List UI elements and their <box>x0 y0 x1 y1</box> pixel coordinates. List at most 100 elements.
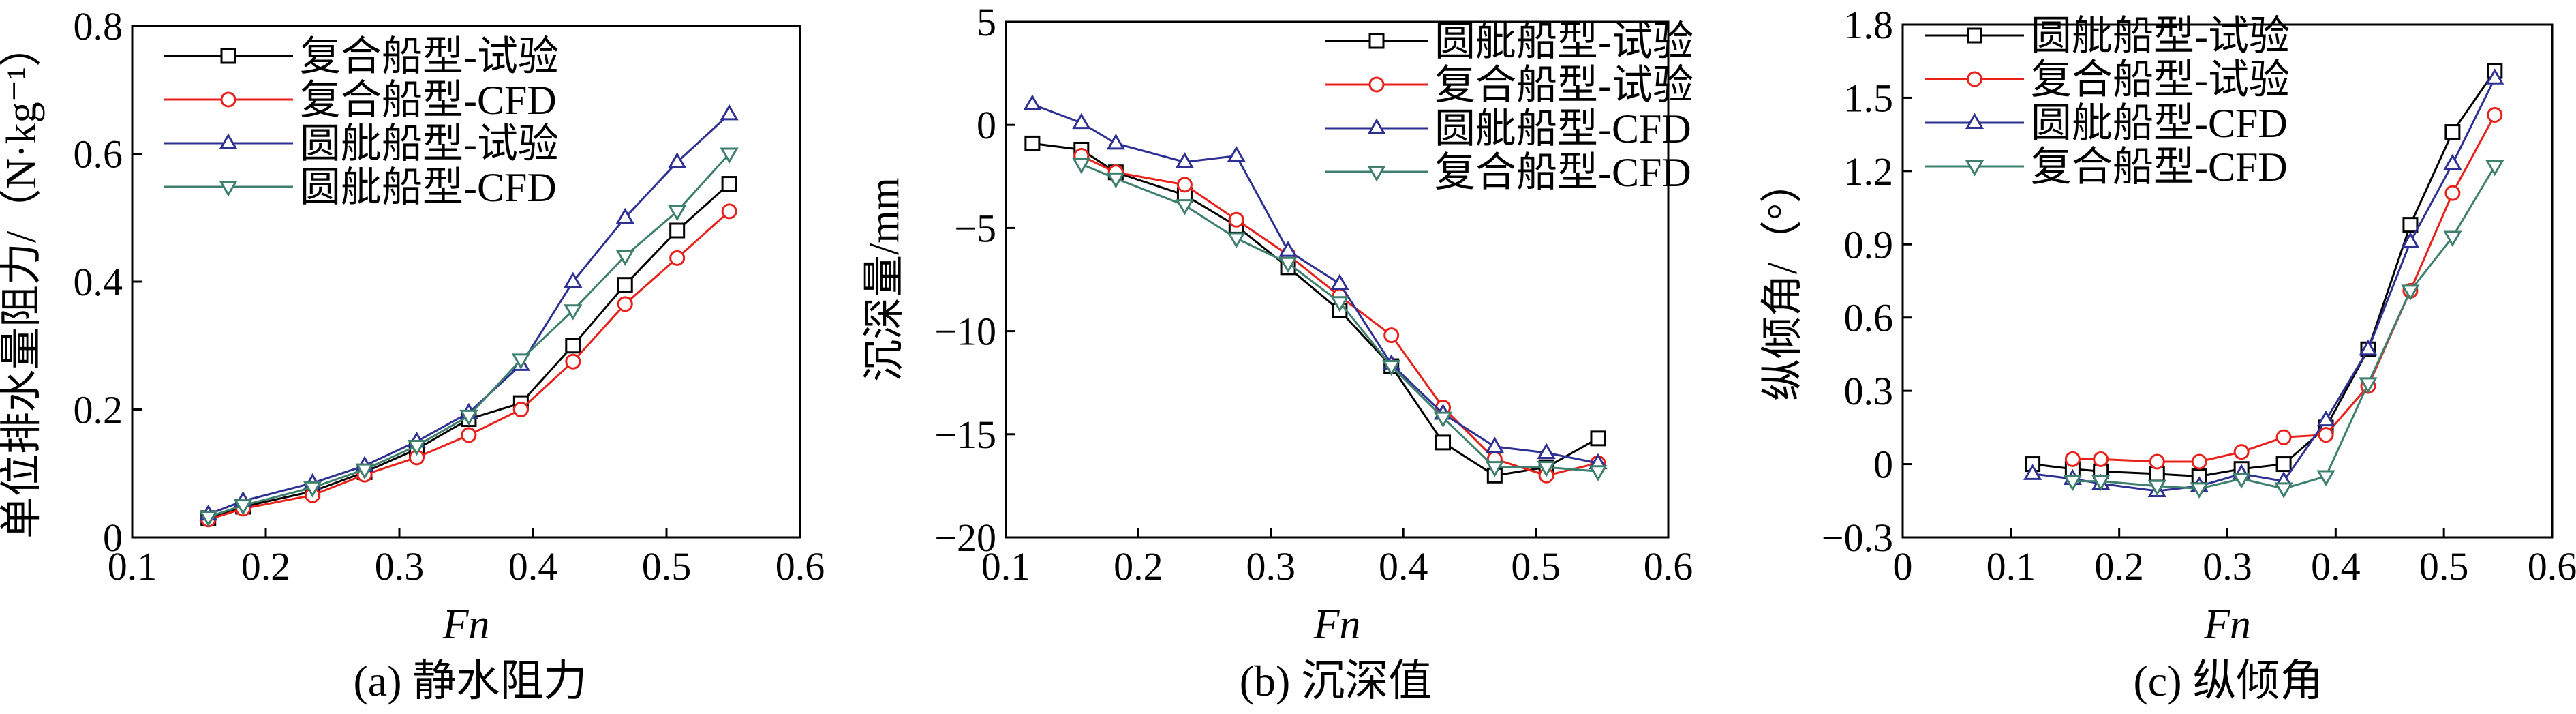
data-point <box>2444 124 2461 140</box>
x-tick-label: 0.5 <box>642 544 692 589</box>
data-point <box>1485 461 1504 477</box>
data-point <box>2275 429 2292 445</box>
data-point <box>2359 339 2378 356</box>
data-point <box>1176 177 1193 193</box>
legend-marker <box>219 181 238 197</box>
data-point <box>512 402 529 417</box>
legend-label: 圆舭船型-试验 <box>1435 19 1693 64</box>
data-point <box>564 271 583 288</box>
y-tick-label: 0 <box>1873 443 1893 487</box>
data-point <box>2232 473 2251 489</box>
data-point <box>2275 456 2292 473</box>
panel-caption: (c) 纵倾角 <box>2133 657 2323 705</box>
legend-marker <box>1967 71 1982 87</box>
panel-static-resistance: 0.1 0.2 0.3 0.4 0.5 0.6 0 0.2 0.4 0.6 0.8 Fn 单位排水量阻力… <box>0 4 825 705</box>
y-tick-label: 1.2 <box>1844 149 1894 194</box>
y-axis-title: 单位排水量阻力/（N·kg⁻¹） <box>0 25 45 539</box>
legend-label: 复合船型-试验 <box>1435 63 1693 108</box>
y-tick-label: −0.3 <box>1822 516 1893 560</box>
data-point <box>2023 464 2042 480</box>
series-line <box>1032 103 1599 464</box>
y-tick-label: 0.6 <box>1844 296 1894 340</box>
data-point <box>2443 153 2462 170</box>
legend-label: 圆舭船型-CFD <box>1435 106 1691 151</box>
legend-label: 圆舭船型-CFD <box>2031 101 2288 146</box>
data-point <box>1228 211 1244 228</box>
plot-frame <box>1005 20 1670 539</box>
legend-marker <box>1965 160 1984 177</box>
data-point <box>721 203 737 220</box>
x-tick-label: 0.3 <box>375 544 425 589</box>
legend-label: 圆舭船型-CFD <box>300 165 557 210</box>
y-axis-title: 沉深量/mm <box>861 177 908 382</box>
data-point <box>2401 232 2420 248</box>
panel-trim-angle: 0 0.1 0.2 0.3 0.4 0.5 0.6−0.300.30.60.91.21.51… <box>1760 3 2576 705</box>
panel-caption: (a) 静水阻力 <box>353 657 587 705</box>
data-point <box>615 207 634 224</box>
data-point <box>2274 482 2293 499</box>
data-point <box>2316 410 2335 427</box>
data-point <box>721 176 737 192</box>
legend-label: 复合船型-试验 <box>300 34 559 79</box>
legend-marker <box>1967 27 1982 44</box>
data-point <box>1175 199 1195 215</box>
y-tick-label: 0.8 <box>74 4 123 48</box>
data-point <box>2064 451 2081 467</box>
y-tick-label: 0 <box>103 516 123 560</box>
data-point <box>1330 296 1349 312</box>
data-point <box>2402 217 2419 233</box>
legend-marker <box>220 48 236 64</box>
data-point <box>2401 284 2420 301</box>
x-axis-title: Fn <box>442 601 490 648</box>
data-point <box>303 481 322 498</box>
y-tick-label: 0.3 <box>1844 369 1894 413</box>
series-4 <box>199 147 739 527</box>
data-point <box>1537 461 1556 477</box>
y-tick-label: 0.4 <box>74 260 123 304</box>
data-point <box>2359 377 2378 393</box>
y-axis-title: 纵倾角/（°） <box>1760 161 1806 401</box>
y-tick-label: −15 <box>934 413 996 457</box>
legend-marker <box>1368 76 1385 93</box>
x-tick-label: 0.5 <box>2419 544 2469 589</box>
x-tick-label: 0.6 <box>1644 544 1693 589</box>
data-point <box>1175 152 1195 168</box>
legend-marker <box>220 91 236 108</box>
data-point <box>1106 133 1125 150</box>
data-point <box>565 353 581 370</box>
data-point <box>668 152 687 168</box>
data-point <box>720 147 739 164</box>
data-point <box>355 463 374 480</box>
x-tick-label: 0.6 <box>776 544 825 589</box>
panel-caption: (b) 沉深值 <box>1240 657 1432 705</box>
data-point <box>564 304 583 321</box>
data-point <box>461 427 477 443</box>
x-tick-label: 0.2 <box>2094 544 2144 589</box>
panel-sinkage: 0.1 0.2 0.3 0.4 0.5 0.6 −20 −15 −10 −5 0 5 Fn 沉深量/mm (… <box>861 0 1693 705</box>
data-point <box>2091 475 2111 492</box>
data-point <box>617 277 633 293</box>
data-point <box>615 250 634 266</box>
data-point <box>2485 160 2504 177</box>
x-tick-label: 0 <box>1893 544 1913 589</box>
x-tick-label: 0.2 <box>1114 544 1163 589</box>
data-point <box>407 439 427 456</box>
y-tick-label: 1.5 <box>1844 76 1894 120</box>
data-point <box>1485 436 1504 453</box>
data-point <box>2316 470 2335 486</box>
series-4 <box>1072 158 1608 481</box>
y-tick-label: 0.6 <box>74 132 123 177</box>
data-point <box>2093 451 2109 467</box>
legend-label: 圆舭船型-试验 <box>300 121 559 166</box>
data-point <box>565 338 581 354</box>
data-point <box>2191 453 2207 470</box>
legend-label: 复合船型-CFD <box>1435 150 1691 195</box>
data-point <box>2487 106 2503 123</box>
data-point <box>1024 135 1041 151</box>
y-tick-label: −5 <box>954 206 996 250</box>
series-2 <box>2064 106 2503 470</box>
x-tick-label: 0.4 <box>508 544 558 589</box>
x-tick-label: 0.5 <box>1511 544 1561 589</box>
